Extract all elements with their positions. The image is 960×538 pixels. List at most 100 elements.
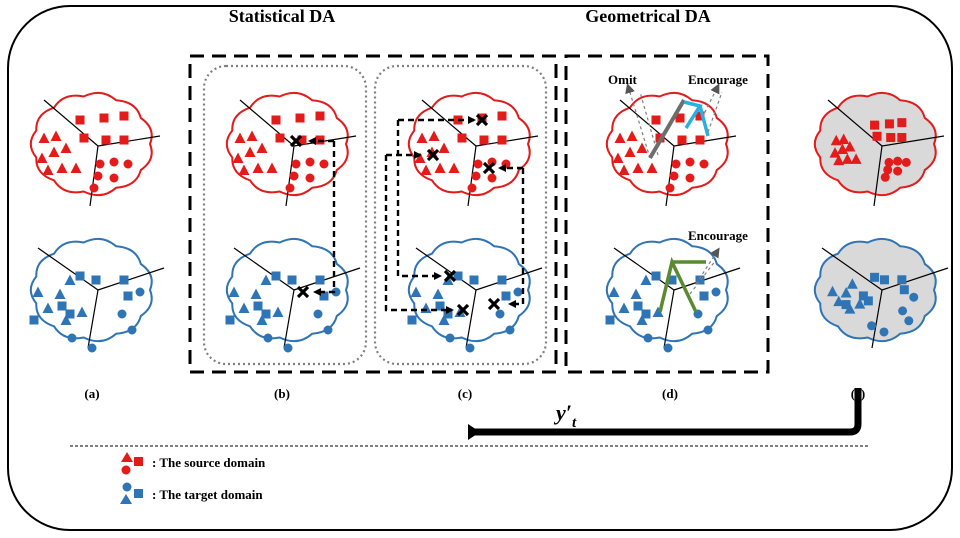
triangle-point	[626, 130, 638, 141]
square-point	[29, 315, 39, 325]
square-point	[65, 309, 75, 319]
circle-point	[109, 173, 119, 183]
triangle-point	[432, 288, 444, 299]
circle-point	[671, 159, 681, 169]
circle-point	[495, 309, 505, 319]
triangle-point	[632, 162, 644, 173]
panel-label-d: (d)	[662, 386, 678, 401]
geometrical-da-box	[564, 54, 770, 374]
triangle-point	[54, 288, 66, 299]
triangle-point	[846, 278, 858, 289]
panel-a-target-cluster	[29, 237, 165, 353]
circle-point	[473, 159, 483, 169]
circle-point	[513, 287, 523, 297]
triangle-point	[244, 146, 256, 157]
circle-point	[893, 156, 903, 166]
square-point	[469, 275, 479, 285]
triangle-point	[256, 314, 268, 325]
square-point	[101, 135, 111, 145]
circle-point	[909, 292, 919, 302]
panel-c-alignment-arrows	[384, 116, 525, 314]
panel-d-target-cluster	[605, 237, 741, 353]
triangle-point	[416, 132, 428, 143]
triangle-point	[238, 302, 250, 313]
square-point	[253, 301, 263, 311]
square-point	[884, 119, 894, 129]
square-point	[123, 291, 133, 301]
circle-point	[505, 325, 515, 335]
decision-boundary	[619, 99, 675, 147]
pseudo-label-feedback-arrow	[468, 388, 862, 440]
centroid-marks	[289, 113, 501, 317]
legend-source-text: : The source domain	[152, 455, 266, 470]
square-point	[453, 271, 463, 281]
square-point	[407, 315, 417, 325]
triangle-point	[636, 142, 648, 153]
circle-point	[904, 316, 914, 326]
panel-d-geometric-arrows	[625, 83, 723, 313]
circle-point	[879, 327, 889, 337]
circle-point	[685, 157, 695, 167]
decision-boundary	[465, 289, 477, 349]
triangle-point	[636, 314, 648, 325]
triangle-point	[841, 153, 853, 164]
triangle-point	[64, 274, 76, 285]
square-point	[879, 275, 889, 285]
heading-statistical-da: Statistical DA	[229, 6, 336, 26]
decision-boundary	[43, 99, 99, 147]
centroid-cross	[296, 285, 310, 299]
square-point	[271, 115, 281, 125]
panel-b-target-cluster	[225, 237, 361, 353]
decision-boundary	[233, 247, 295, 291]
decision-boundary	[415, 247, 477, 291]
triangle-point	[630, 288, 642, 299]
decision-boundary	[37, 247, 99, 291]
square-point	[897, 118, 907, 128]
circle-point	[291, 159, 301, 169]
legend-target-symbols	[120, 482, 143, 504]
square-point	[886, 133, 896, 143]
triangle-point	[232, 152, 244, 163]
square-point	[315, 275, 325, 285]
square-point	[435, 301, 445, 311]
triangle-point	[252, 162, 264, 173]
circle-point	[643, 333, 653, 343]
centroid-cross	[475, 113, 489, 127]
legend: : The source domain : The target domain	[120, 452, 266, 504]
circle-point	[898, 306, 908, 316]
triangle-point	[614, 132, 626, 143]
cluster-outline	[225, 91, 349, 197]
triangle-point	[250, 288, 262, 299]
decision-boundary	[421, 99, 477, 147]
triangle-point	[624, 146, 636, 157]
triangle-point	[60, 314, 72, 325]
decision-boundary	[293, 267, 361, 291]
square-point	[677, 135, 687, 145]
circle-point	[663, 343, 673, 353]
triangle-point	[840, 286, 852, 298]
triangle-point	[256, 142, 268, 153]
triangle-point	[38, 132, 50, 143]
centroid-cross	[426, 148, 440, 162]
panel-d-source-cluster	[605, 91, 737, 207]
decision-boundary	[873, 145, 883, 207]
circle-point	[109, 157, 119, 167]
circle-point	[285, 183, 295, 193]
omit-label: Omit	[608, 72, 638, 87]
square-point	[651, 271, 661, 281]
circle-point	[467, 183, 477, 193]
square-point	[858, 291, 868, 301]
centroid-cross	[443, 269, 457, 283]
panel-b-source-cluster	[225, 91, 357, 207]
panel-c-target-cluster	[407, 237, 543, 353]
triangle-point	[448, 162, 460, 173]
square-point	[275, 133, 285, 143]
square-point	[99, 113, 109, 123]
circle-point	[323, 325, 333, 335]
encourage-label-bottom: Encourage	[688, 228, 748, 243]
panel-e-target-cluster	[813, 237, 949, 349]
decision-boundary	[871, 289, 883, 349]
square-point	[633, 301, 643, 311]
square-point	[651, 115, 661, 125]
square-point	[863, 296, 873, 306]
